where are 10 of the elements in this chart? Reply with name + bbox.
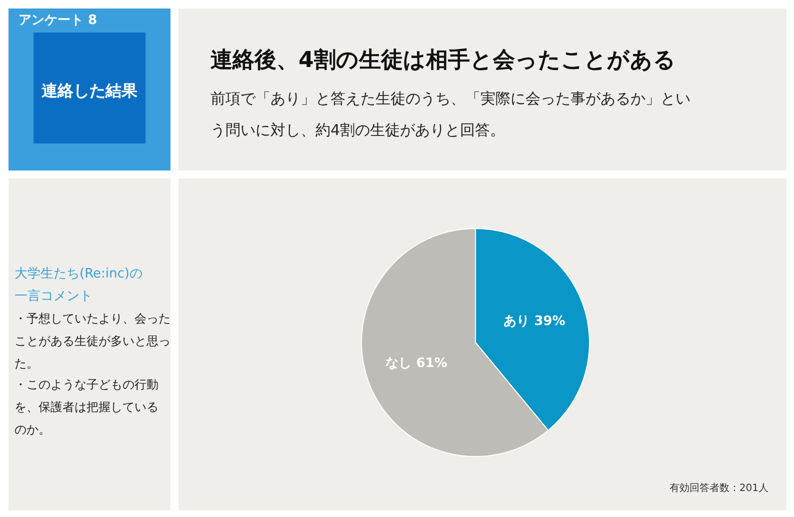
text: 連絡した結果 [42,81,138,100]
text: 大学生たち(Re:inc)の一言コメント [14,266,142,304]
chart-title: 連絡後、4割の生徒は相手と会ったことがある [210,48,676,73]
slice-label: なし 61% [386,356,448,372]
text: ・予想していたより、会ったことがある生徒が多いと思った。 [14,312,170,370]
text: 有効回答者数：201人 [669,482,769,494]
text: アンケート 8 [18,13,98,28]
slice-label: あり 39% [504,314,566,329]
chart-subtitle: 前項で「あり」と答えた生徒のうち、「実際に会った事があるか」という問いに対し、約4割の生徒がありと回答。 [210,90,690,139]
text: ・このような子どもの行動を、保護者は把握しているのか。 [14,378,158,436]
